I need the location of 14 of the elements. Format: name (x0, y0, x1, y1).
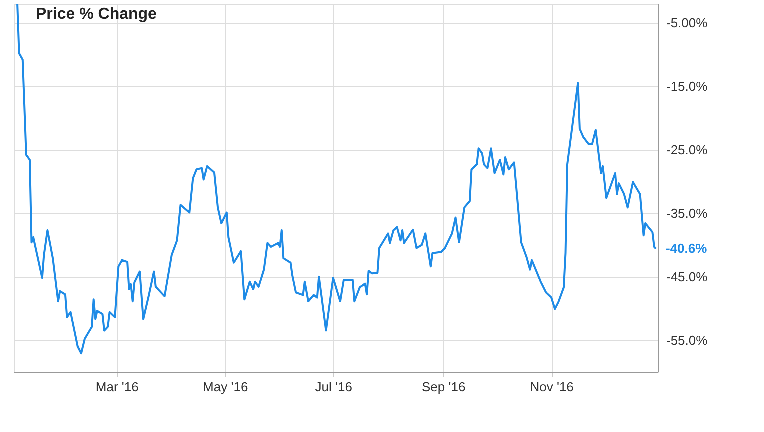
annotation: -40.6% (666, 240, 708, 256)
chart-title: Price % Change (36, 6, 158, 23)
line-series (16, 4, 658, 355)
x-tick-label: Nov '16 (530, 380, 574, 394)
y-tick-label: -15.0% (666, 78, 708, 94)
x-tick-label: Mar '16 (96, 380, 139, 394)
y-tick-label: -45.0% (666, 269, 708, 284)
x-tick-label: Jul '16 (315, 380, 352, 394)
x-tick-label: May '16 (203, 380, 248, 394)
y-tick-label: -25.0% (666, 142, 708, 158)
y-tick-label: -5.00% (666, 16, 708, 31)
y-tick-label: -35.0% (666, 206, 708, 221)
x-tick-label: Sep '16 (422, 380, 466, 394)
y-tick-label: -55.0% (666, 332, 708, 348)
